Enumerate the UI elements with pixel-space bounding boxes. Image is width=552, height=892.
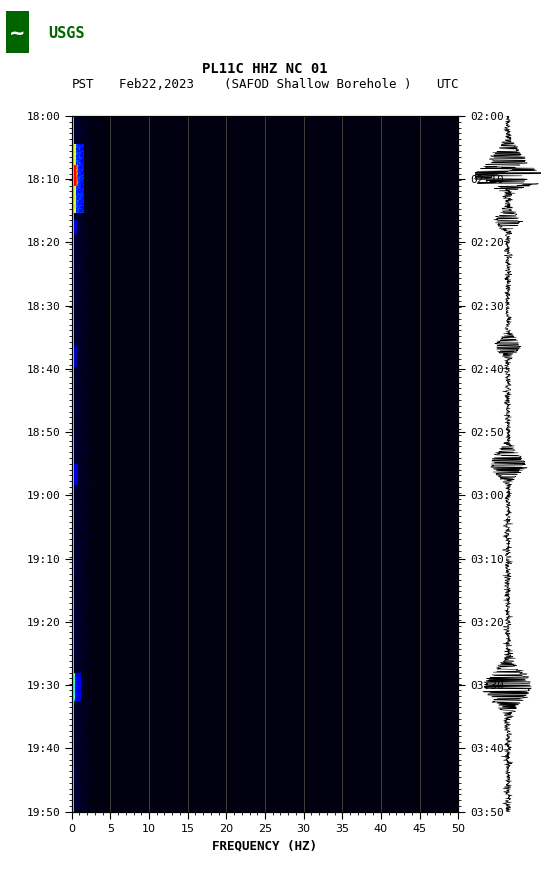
FancyBboxPatch shape: [6, 12, 29, 54]
Text: Feb22,2023    (SAFOD Shallow Borehole ): Feb22,2023 (SAFOD Shallow Borehole ): [119, 78, 411, 91]
X-axis label: FREQUENCY (HZ): FREQUENCY (HZ): [213, 839, 317, 852]
Text: PL11C HHZ NC 01: PL11C HHZ NC 01: [202, 62, 328, 76]
Text: UTC: UTC: [436, 78, 458, 91]
Text: USGS: USGS: [49, 26, 85, 41]
Text: PST: PST: [72, 78, 94, 91]
Text: ~: ~: [9, 24, 25, 43]
